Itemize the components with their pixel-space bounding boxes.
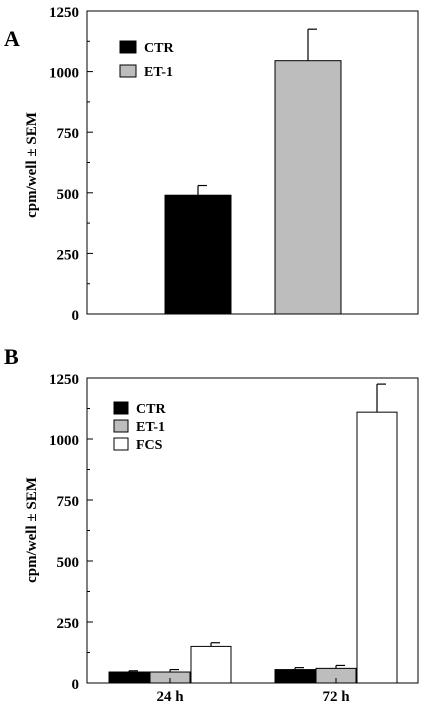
panel-a-marks: 0 250 500 750 1000 1250 CTR ET-1: [49, 5, 342, 324]
panel-a-legend-label: CTR: [144, 41, 174, 56]
panel-b-label: B: [4, 344, 19, 369]
panel-a-label: A: [4, 26, 20, 51]
panel-a-legend-label: ET-1: [144, 65, 173, 80]
panel-b-y-tick-label: 250: [57, 616, 80, 632]
panel-b-legend-swatch: [113, 419, 129, 433]
panel-a-y-tick-label: 250: [57, 247, 80, 263]
panel-b-y-tick-label: 0: [72, 677, 80, 693]
panel-b: B cpm/well ± SEM 0 250 500 750 1000 1250 24 h 7…: [4, 344, 419, 705]
panel-b-legend-swatch: [113, 401, 129, 415]
panel-b-legend-label: ET-1: [136, 420, 165, 435]
panel-b-y-tick-label: 500: [57, 555, 80, 571]
panel-b-legend-label: CTR: [136, 402, 166, 417]
panel-a-y-tick-label: 500: [57, 187, 80, 203]
panel-a: A cpm/well ± SEM 0 250 500 750 1000 1250 CTR ET…: [4, 5, 419, 324]
panel-b-legend-label: FCS: [136, 438, 163, 453]
panel-a-y-tick-label: 1000: [49, 66, 79, 82]
panel-b-x-category-label: 24 h: [156, 689, 184, 705]
panel-a-y-axis-label: cpm/well ± SEM: [24, 112, 40, 218]
panel-a-y-tick-label: 0: [72, 308, 80, 324]
panel-b-bar-fcs: [356, 411, 398, 684]
panel-b-y-tick-label: 750: [57, 494, 80, 510]
panel-a-legend-swatch: [119, 40, 137, 54]
panel-a-y-tick-label: 1250: [49, 5, 79, 21]
panel-b-x-category-label: 72 h: [322, 689, 350, 705]
panel-a-plot-frame: [86, 10, 419, 315]
panel-a-bar-ctr: [164, 194, 232, 315]
panel-b-bar-ctr: [274, 669, 316, 684]
panel-b-y-tick-label: 1000: [49, 433, 79, 449]
panel-b-marks: 0 250 500 750 1000 1250 24 h 72 h CTR ET-1 FCS: [49, 372, 398, 705]
panel-b-y-axis-label: cpm/well ± SEM: [24, 477, 40, 583]
panel-b-y-tick-label: 1250: [49, 372, 79, 388]
panel-b-legend-swatch: [113, 437, 129, 451]
panel-a-legend-swatch: [119, 64, 137, 78]
panel-a-y-tick-label: 750: [57, 126, 80, 142]
panel-b-bar-fcs: [190, 645, 232, 684]
panel-b-bar-ctr: [108, 671, 150, 684]
panel-a-bar-et-1: [274, 60, 342, 315]
